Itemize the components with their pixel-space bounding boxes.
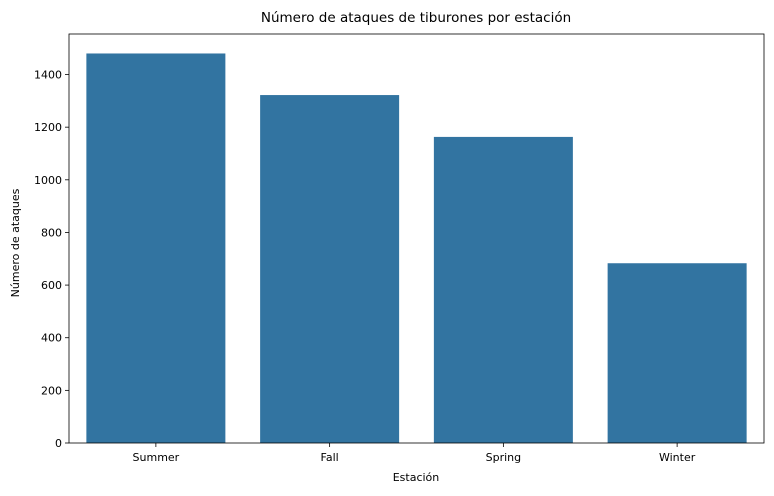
chart-title: Número de ataques de tiburones por estac…	[261, 10, 571, 26]
x-tick-label: Winter	[659, 451, 696, 464]
plot-frame	[68, 33, 765, 444]
y-tick-label: 0	[55, 437, 62, 450]
x-tick-label: Spring	[486, 451, 522, 464]
y-tick-label: 400	[41, 332, 62, 345]
y-tick-label: 1200	[34, 121, 62, 134]
x-axis: Summer Fall Spring Winter	[133, 443, 696, 464]
y-tick-label: 800	[41, 226, 62, 239]
bar-winter	[607, 263, 747, 443]
x-axis-label: Estación	[393, 471, 440, 484]
y-tick-label: 1400	[34, 69, 62, 82]
y-tick-label: 600	[41, 279, 62, 292]
bars-group	[86, 53, 747, 444]
y-axis: 0 200 400 600 800 1000 1200 1400	[34, 69, 69, 450]
bar-spring	[433, 136, 573, 444]
bar-fall	[260, 95, 400, 443]
x-tick-label: Summer	[133, 451, 180, 464]
x-tick-label: Fall	[321, 451, 339, 464]
y-tick-label: 1000	[34, 174, 62, 187]
bar-summer	[86, 53, 226, 443]
y-tick-label: 200	[41, 384, 62, 397]
y-axis-label: Número de ataques	[9, 188, 22, 297]
